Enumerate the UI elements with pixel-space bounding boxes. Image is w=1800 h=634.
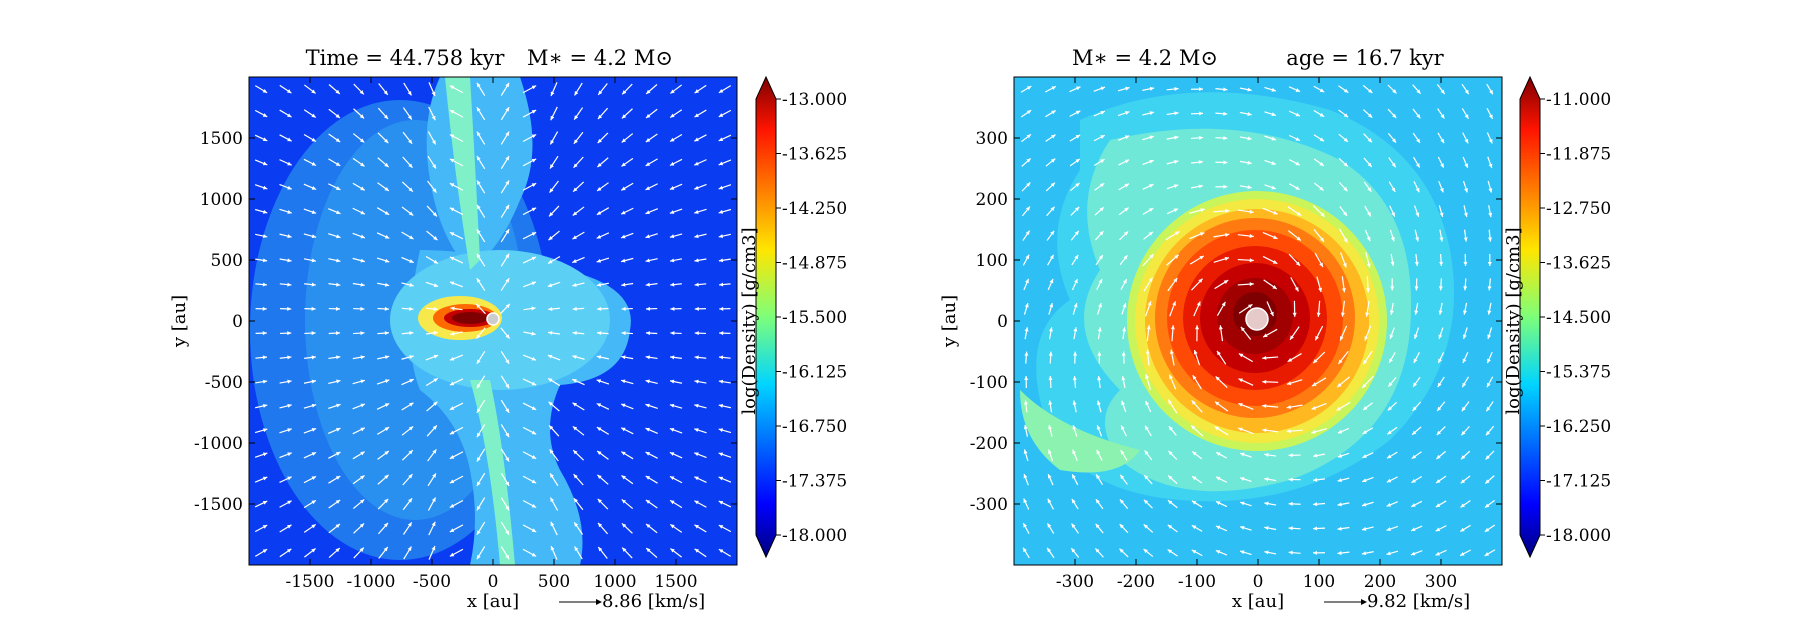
colorbar-tick-label: -15.500 [782, 308, 847, 328]
colorbar-tick-label: -18.000 [782, 526, 847, 546]
panel-left: Time = 44.758 kyr M∗ = 4.2 M⊙ -1500 -1000… [169, 46, 847, 612]
colorbar-tick-label: -14.875 [782, 254, 847, 274]
ytick-label: 100 [976, 251, 1008, 271]
ytick-label: 500 [211, 251, 243, 271]
xlabel-panel-2: x [au] [1232, 591, 1284, 612]
colorbar-tick-label: -16.750 [782, 417, 847, 437]
colorbar-tick-label: -14.250 [782, 199, 847, 219]
colorbar-left: -13.000 -13.625 -14.250 -14.875 -15.500 -16.1… [739, 77, 847, 557]
vector-key-panel-2: 9.82 [km/s] [1367, 591, 1470, 612]
ylabel-panel-2: y [au] [939, 295, 960, 348]
colorbar-tick-label: -15.375 [1546, 363, 1611, 383]
ytick-label: 1000 [200, 190, 243, 210]
ytick-label: -100 [970, 373, 1008, 393]
xtick-label: 100 [1303, 572, 1335, 592]
xtick-label: 200 [1364, 572, 1396, 592]
vector-key-panel-1: 8.86 [km/s] [602, 591, 705, 612]
ytick-label: -200 [970, 434, 1008, 454]
colorbar-tick-label: -13.625 [1546, 254, 1611, 274]
title-left-panel-2: M∗ = 4.2 M⊙ [1072, 46, 1218, 70]
xtick-label: -100 [1178, 572, 1216, 592]
colorbar-tick-label: -11.000 [1546, 90, 1611, 110]
xtick-label: 0 [488, 572, 499, 592]
colorbar-tick-label: -16.125 [782, 363, 847, 383]
xtick-label: -200 [1117, 572, 1155, 592]
colorbar-tick-label: -13.000 [782, 90, 847, 110]
colorbar-tick-label: -12.750 [1546, 199, 1611, 219]
xtick-label: -1000 [346, 572, 395, 592]
density-map-right [1014, 77, 1502, 565]
ytick-label: -500 [205, 373, 243, 393]
colorbar-tick-label: -16.250 [1546, 417, 1611, 437]
colorbar-tick-label: -11.875 [1546, 145, 1611, 165]
colorbar-tick-label: -17.125 [1546, 472, 1611, 492]
xtick-label: 500 [538, 572, 570, 592]
colorbar-tick-label: -17.375 [782, 472, 847, 492]
ytick-label: 1500 [200, 129, 243, 149]
xtick-label: 300 [1425, 572, 1457, 592]
colorbar-tick-label: -14.500 [1546, 308, 1611, 328]
ytick-label: 200 [976, 190, 1008, 210]
xtick-label: -500 [413, 572, 451, 592]
sink-particle-left [487, 313, 499, 325]
xtick-label: 1000 [593, 572, 636, 592]
title-left-panel-1: Time = 44.758 kyr [306, 46, 506, 70]
xlabel-panel-1: x [au] [467, 591, 519, 612]
colorbar-label-left: log(Density) [g/cm3] [739, 227, 760, 414]
ytick-label: -1000 [194, 434, 243, 454]
colorbar-tick-label: -13.625 [782, 145, 847, 165]
xtick-label: 0 [1253, 572, 1264, 592]
ytick-label: 0 [997, 312, 1008, 332]
colorbar-right: -11.000 -11.875 -12.750 -13.625 -14.500 -15.3… [1503, 77, 1611, 557]
xtick-label: 1500 [654, 572, 697, 592]
xtick-label: -300 [1056, 572, 1094, 592]
ytick-label: -1500 [194, 495, 243, 515]
ytick-label: 300 [976, 129, 1008, 149]
density-map-left [249, 77, 737, 565]
colorbar-label-right: log(Density) [g/cm3] [1503, 227, 1524, 414]
title-right-panel-1: M∗ = 4.2 M⊙ [527, 46, 673, 70]
ylabel-panel-1: y [au] [169, 295, 190, 348]
colorbar-tick-label: -18.000 [1546, 526, 1611, 546]
sink-particle-right [1246, 308, 1268, 330]
ytick-label: 0 [232, 312, 243, 332]
ytick-label: -300 [970, 495, 1008, 515]
panel-right: M∗ = 4.2 M⊙ age = 16.7 kyr -300 -200 -100 0… [939, 46, 1611, 612]
title-right-panel-2: age = 16.7 kyr [1286, 46, 1444, 70]
xtick-label: -1500 [285, 572, 334, 592]
